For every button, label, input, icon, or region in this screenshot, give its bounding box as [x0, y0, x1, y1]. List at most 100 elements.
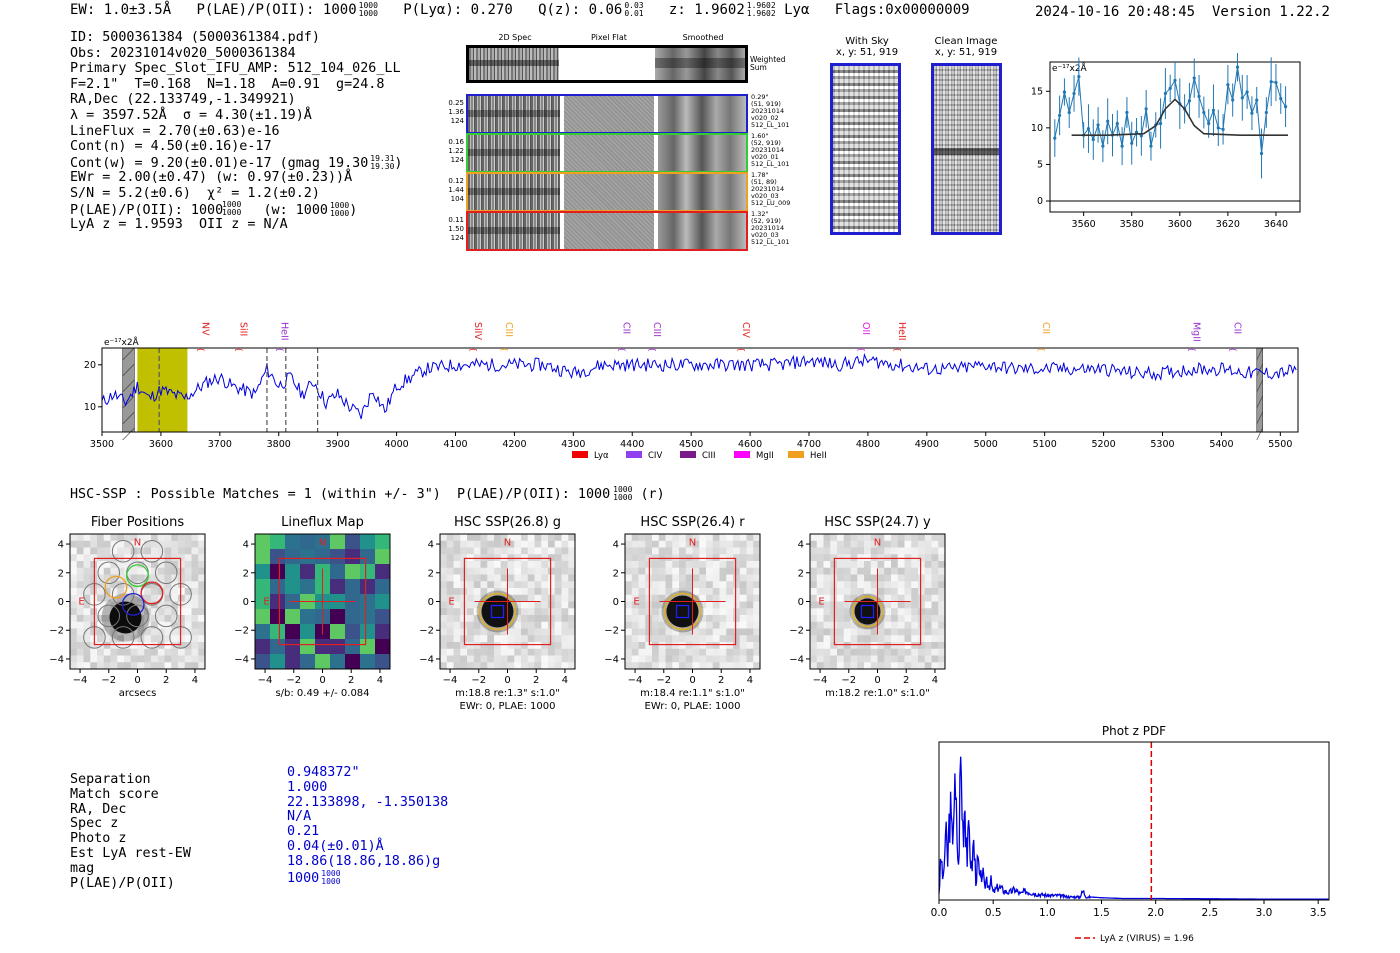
noise-pixel	[625, 648, 633, 656]
noise-pixel	[823, 655, 831, 663]
noise-pixel	[810, 655, 818, 663]
noise-pixel	[534, 561, 542, 569]
noise-pixel	[500, 540, 508, 548]
zoom-x-tick-label: 3600	[1168, 219, 1192, 230]
noise-pixel	[561, 540, 569, 548]
noise-pixel	[850, 567, 858, 575]
noise-pixel	[897, 561, 905, 569]
noise-pixel	[467, 547, 475, 555]
noise-pixel	[561, 581, 569, 589]
cutout-flat-img	[564, 96, 654, 132]
emission-line-bracket: {	[1188, 347, 1197, 352]
noise-pixel	[487, 642, 495, 650]
noise-pixel	[685, 581, 693, 589]
full-x-tick-label: 4500	[679, 439, 703, 450]
noise-pixel	[870, 642, 878, 650]
noise-pixel	[473, 615, 481, 623]
noise-pixel	[561, 574, 569, 582]
zoom-data-point	[1216, 126, 1220, 130]
noise-pixel	[897, 540, 905, 548]
noise-pixel	[178, 642, 186, 650]
noise-pixel	[625, 561, 633, 569]
noise-pixel	[130, 655, 138, 663]
noise-pixel	[816, 540, 824, 548]
noise-pixel	[870, 648, 878, 656]
noise-pixel	[638, 594, 646, 602]
emission-line-label: NV	[200, 322, 211, 336]
zoom-data-point	[1226, 83, 1230, 87]
noise-pixel	[440, 655, 448, 663]
noise-pixel	[877, 662, 885, 670]
noise-pixel	[685, 567, 693, 575]
noise-pixel	[83, 608, 91, 616]
noise-pixel	[810, 608, 818, 616]
noise-pixel	[561, 588, 569, 596]
noise-pixel	[645, 648, 653, 656]
noise-pixel	[884, 642, 892, 650]
lineflux-cell	[360, 534, 376, 550]
noise-pixel	[446, 574, 454, 582]
label-plae: P(LAE)/P(OII)	[70, 875, 175, 891]
noise-pixel	[665, 621, 673, 629]
noise-pixel	[178, 540, 186, 548]
noise-pixel	[625, 621, 633, 629]
noise-pixel	[453, 621, 461, 629]
noise-pixel	[130, 648, 138, 656]
noise-pixel	[864, 588, 872, 596]
noise-pixel	[548, 561, 556, 569]
noise-pixel	[157, 615, 165, 623]
noise-pixel	[891, 642, 899, 650]
full-x-tick-label: 4400	[620, 439, 644, 450]
noise-pixel	[904, 621, 912, 629]
noise-pixel	[685, 540, 693, 548]
noise-pixel	[117, 561, 125, 569]
noise-pixel	[837, 540, 845, 548]
noise-pixel	[144, 648, 152, 656]
emission-line-bracket: {	[857, 347, 866, 352]
noise-pixel	[918, 601, 926, 609]
noise-pixel	[931, 642, 939, 650]
masked-hatch	[122, 379, 135, 393]
noise-pixel	[500, 662, 508, 670]
noise-pixel	[561, 534, 569, 542]
noise-pixel	[191, 574, 199, 582]
noise-pixel	[151, 567, 159, 575]
lineflux-cell	[270, 609, 286, 625]
noise-pixel	[918, 662, 926, 670]
noise-pixel	[103, 621, 111, 629]
noise-pixel	[850, 655, 858, 663]
emission-line-bracket: {	[1037, 347, 1046, 352]
emission-line-label: CIII	[503, 322, 514, 337]
value-est-lya-ew: 0.04(±0.01)Å	[287, 838, 384, 854]
hsc-x-tick-label: −2	[101, 675, 116, 686]
noise-pixel	[837, 561, 845, 569]
noise-pixel	[719, 601, 727, 609]
noise-pixel	[157, 574, 165, 582]
zoom-x-tick-label: 3580	[1120, 219, 1144, 230]
lineflux-cell	[330, 639, 346, 655]
noise-pixel	[507, 581, 515, 589]
noise-pixel	[692, 547, 700, 555]
noise-pixel	[171, 648, 179, 656]
noise-pixel	[897, 547, 905, 555]
plae-line-lo: 1000	[222, 207, 242, 217]
noise-pixel	[446, 540, 454, 548]
noise-pixel	[850, 662, 858, 670]
noise-pixel	[191, 648, 199, 656]
noise-pixel	[184, 581, 192, 589]
noise-pixel	[144, 534, 152, 542]
source-blob	[854, 598, 881, 625]
legend-swatch	[572, 451, 588, 458]
noise-pixel	[541, 608, 549, 616]
noise-pixel	[103, 534, 111, 542]
noise-pixel	[719, 540, 727, 548]
noise-pixel	[652, 648, 660, 656]
info-lambda: λ = 3597.52Å σ = 4.30(±1.19)Å	[70, 107, 312, 123]
hsc-x-tick-label: −2	[471, 675, 486, 686]
lineflux-cell	[330, 564, 346, 580]
noise-pixel	[164, 534, 172, 542]
noise-pixel	[164, 628, 172, 636]
noise-pixel	[904, 642, 912, 650]
noise-pixel	[753, 642, 761, 650]
noise-pixel	[110, 635, 118, 643]
